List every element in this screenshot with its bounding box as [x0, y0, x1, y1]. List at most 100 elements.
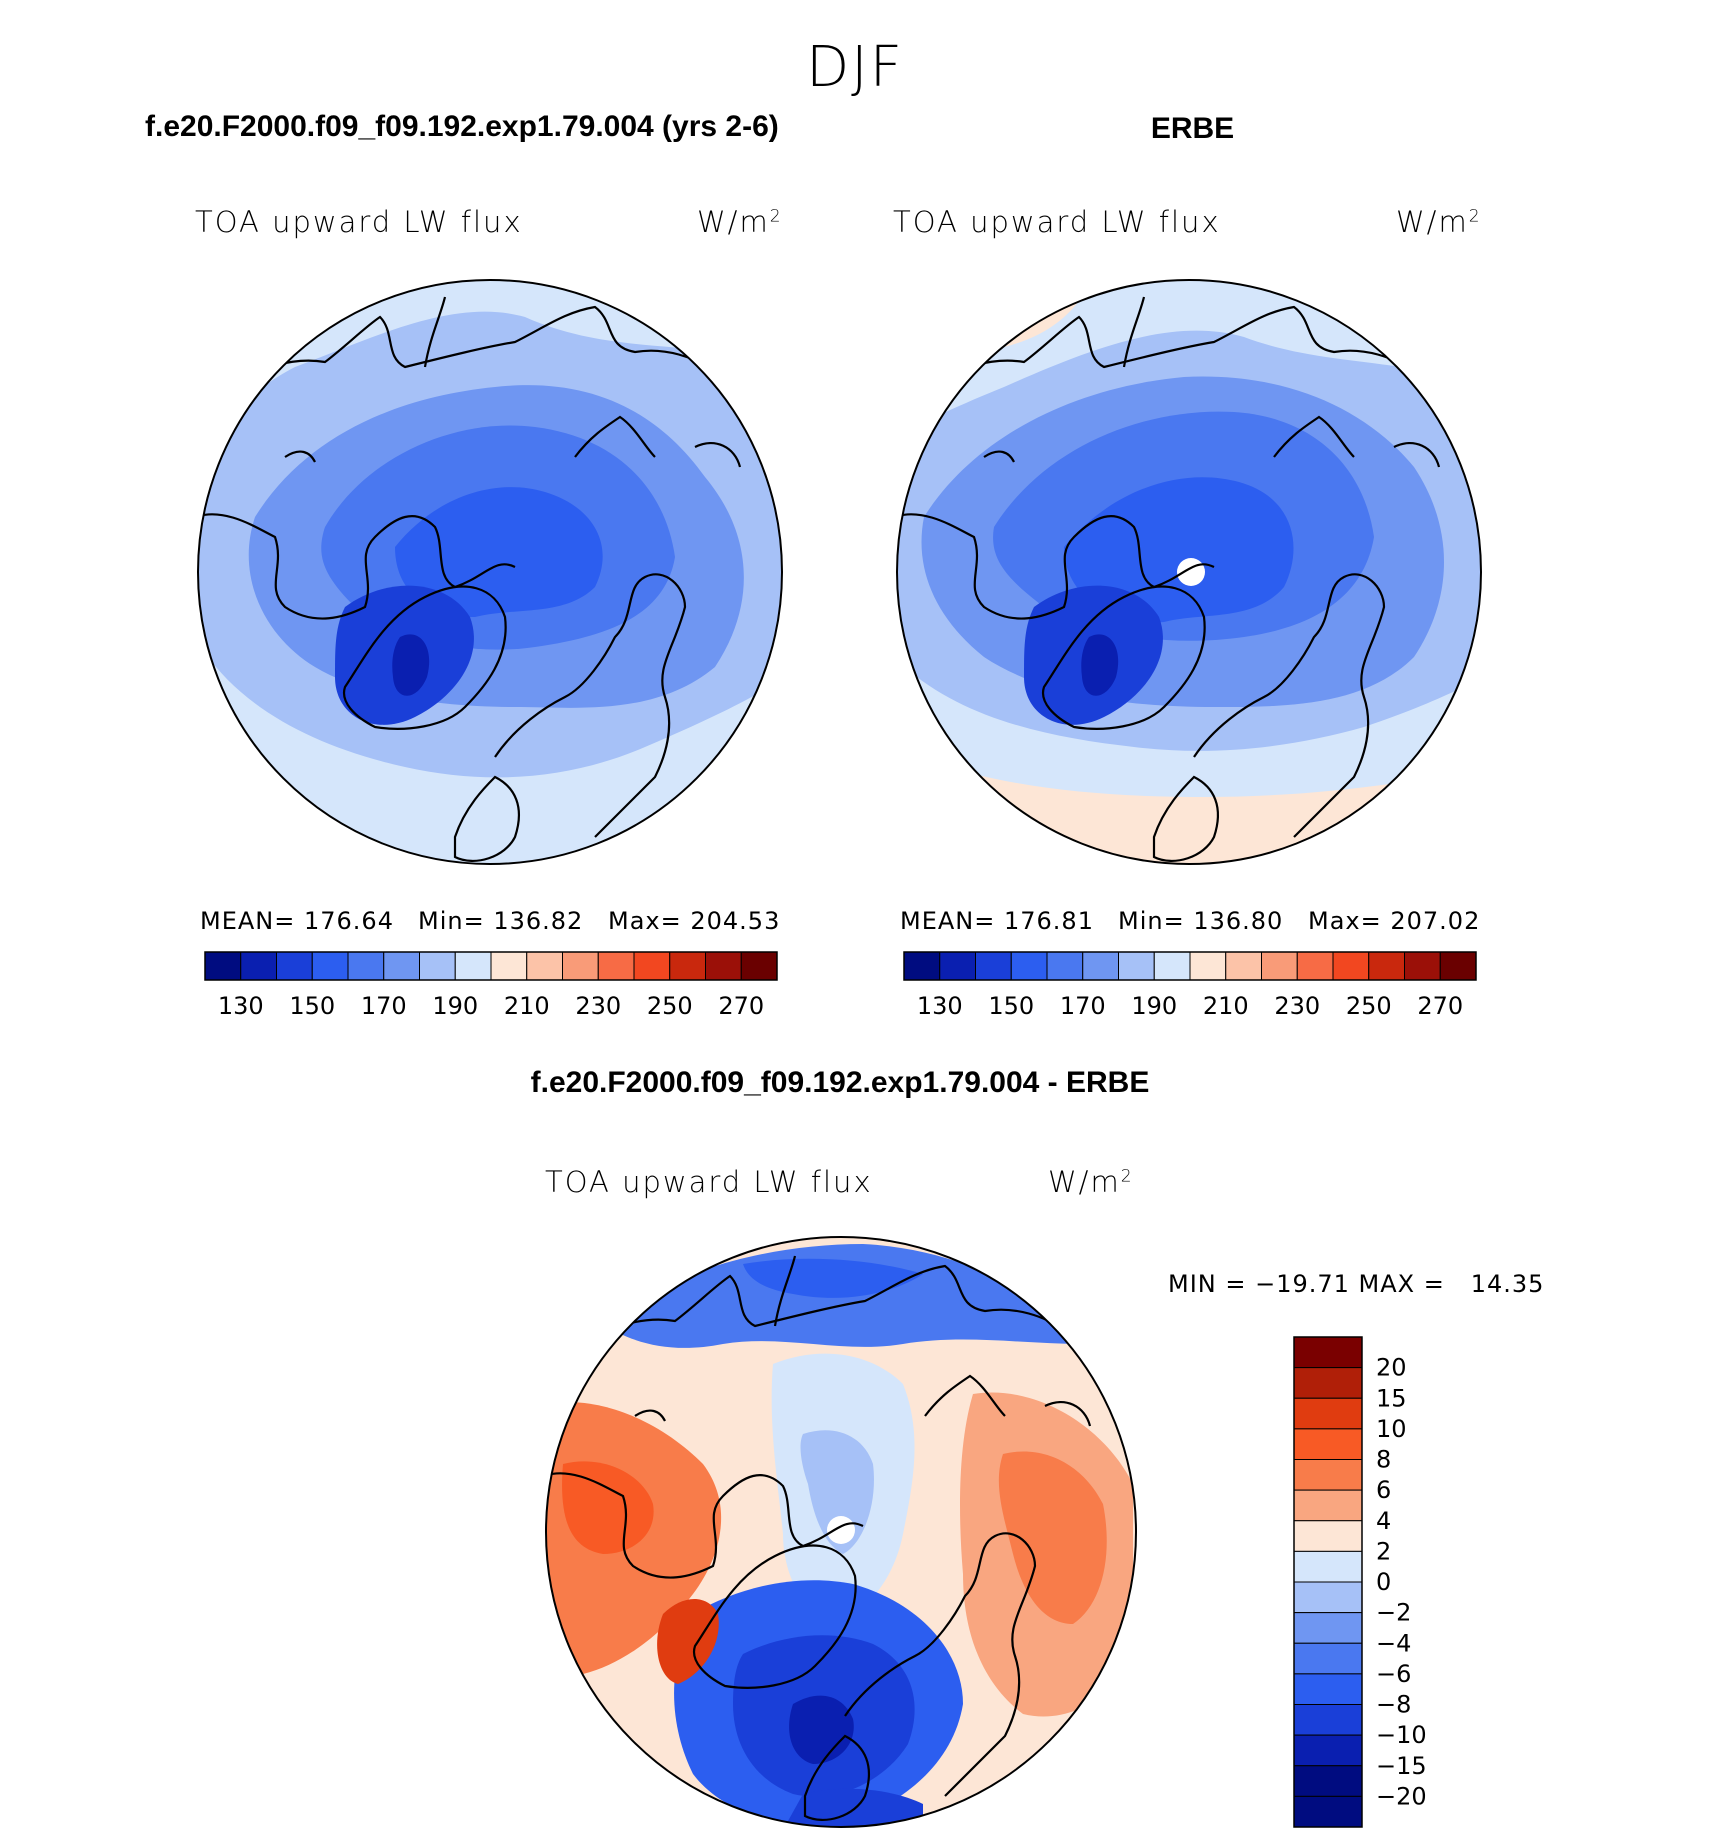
diff-colorbar-box — [1293, 1520, 1363, 1552]
diff-colorbar-box — [1293, 1581, 1363, 1614]
obs-colorbar-box — [1225, 951, 1262, 981]
obs-colorbar-frame — [903, 951, 1477, 981]
model-map-border — [197, 279, 783, 865]
obs-map-border — [896, 279, 1482, 865]
diff-colorbar-box — [1293, 1795, 1363, 1828]
obs-colorbar-tick-label: 190 — [1131, 992, 1177, 1020]
obs-colorbar-box — [1046, 951, 1084, 981]
diff-colorbar-box — [1293, 1428, 1363, 1460]
diff-colorbar-box — [1293, 1550, 1363, 1583]
diff-colorbar-tick-label: 6 — [1376, 1476, 1391, 1504]
diff-colorbar-box — [1293, 1734, 1363, 1767]
obs-colorbar-box — [1404, 951, 1441, 981]
model-colorbar-box — [562, 951, 599, 981]
obs-pole-missing — [1177, 558, 1205, 586]
diff-map-border — [545, 1236, 1137, 1828]
model-case-title: f.e20.F2000.f09_f09.192.exp1.79.004 (yrs… — [145, 110, 779, 143]
obs-field-160 — [1064, 477, 1294, 623]
diff-colorbar-tick-label: 20 — [1376, 1354, 1407, 1382]
obs-field-140 — [1081, 634, 1119, 696]
obs-colorbar-box — [975, 951, 1012, 981]
diff-colorbar-tick-label: 15 — [1376, 1384, 1407, 1412]
model-coastlines — [198, 296, 742, 862]
model-colorbar-box — [669, 951, 706, 981]
model-units-label: W/m2 — [697, 205, 783, 239]
model-polar-map — [197, 279, 783, 865]
model-colorbar-tick-label: 210 — [504, 992, 550, 1020]
obs-polar-map — [896, 279, 1482, 865]
obs-colorbar-box — [1118, 951, 1155, 981]
diff-colorbar-tick-label: −8 — [1376, 1691, 1411, 1719]
model-colorbar-box — [490, 951, 528, 981]
diff-colorbar-tick-label: 10 — [1376, 1415, 1407, 1443]
obs-colorbar-box — [1153, 951, 1191, 981]
obs-max: Max= 207.02 — [1308, 907, 1481, 935]
model-colorbar-tick-label: 130 — [218, 992, 264, 1020]
diff-polar-map — [545, 1236, 1137, 1828]
model-colorbar-box — [597, 951, 635, 981]
diff-colorbar-box — [1293, 1642, 1363, 1675]
diff-colorbar-tick-label: −6 — [1376, 1660, 1411, 1688]
obs-coastlines — [897, 296, 1441, 862]
model-colorbar-box — [311, 951, 349, 981]
model-colorbar-box — [347, 951, 385, 981]
diff-colorbar-tick-label: 2 — [1376, 1537, 1391, 1565]
obs-variable-label: TOA upward LW flux — [893, 205, 1221, 239]
obs-colorbar-box — [1189, 951, 1227, 981]
diff-coastlines — [546, 1255, 1092, 1821]
model-colorbar: 130 150 170 190 210 230 250 270 — [204, 951, 778, 1020]
diff-colorbar-box — [1293, 1459, 1363, 1491]
model-min: Min= 136.82 — [418, 907, 584, 935]
obs-colorbar-tick-label: 230 — [1274, 992, 1320, 1020]
model-colorbar-tick-label: 270 — [718, 992, 764, 1020]
diff-minmax: MIN = −19.71 MAX = 14.35 — [1168, 1270, 1545, 1298]
model-max: Max= 204.53 — [608, 907, 781, 935]
model-colorbar-frame — [204, 951, 778, 981]
model-colorbar-box — [454, 951, 492, 981]
obs-colorbar-box — [1261, 951, 1298, 981]
model-variable-label: TOA upward LW flux — [195, 205, 523, 239]
diff-case-title: f.e20.F2000.f09_f09.192.exp1.79.004 - ER… — [530, 1066, 1150, 1099]
diff-colorbar-box — [1293, 1612, 1363, 1644]
diff-variable-label: TOA upward LW flux — [545, 1165, 873, 1199]
model-colorbar-tick-label: 170 — [361, 992, 407, 1020]
obs-colorbar-box — [1296, 951, 1334, 981]
model-mean: MEAN= 176.64 — [200, 907, 394, 935]
diff-colorbar-tick-label: −4 — [1376, 1629, 1411, 1657]
diff-colorbar-tick-label: −10 — [1376, 1721, 1427, 1749]
diff-units-label: W/m2 — [1048, 1165, 1134, 1199]
model-colorbar-box — [383, 951, 420, 981]
diff-colorbar-tick-label: −2 — [1376, 1599, 1411, 1627]
model-colorbar-tick-label: 250 — [647, 992, 693, 1020]
diff-colorbar-box — [1293, 1673, 1363, 1705]
diff-field-neg8-north — [743, 1258, 923, 1298]
model-colorbar-tick-label: 150 — [289, 992, 335, 1020]
model-colorbar-tick-label: 230 — [575, 992, 621, 1020]
model-colorbar-box — [276, 951, 313, 981]
model-colorbar-box — [526, 951, 563, 981]
diff-field-10 — [657, 1599, 719, 1684]
page-title: DJF — [806, 35, 904, 100]
obs-colorbar-box — [939, 951, 976, 981]
diff-field-neg15-south — [789, 1695, 854, 1764]
obs-colorbar-tick-label: 150 — [988, 992, 1034, 1020]
obs-colorbar-tick-label: 270 — [1417, 992, 1463, 1020]
diff-pole-missing — [827, 1516, 855, 1544]
diff-colorbar-tick-label: 8 — [1376, 1446, 1391, 1474]
model-colorbar-box — [740, 951, 778, 981]
obs-colorbar-tick-label: 250 — [1346, 992, 1392, 1020]
model-colorbar-tick-label: 190 — [432, 992, 478, 1020]
obs-colorbar-box — [1368, 951, 1405, 981]
diff-colorbar-box — [1293, 1489, 1363, 1522]
obs-min: Min= 136.80 — [1118, 907, 1284, 935]
obs-colorbar-box — [1439, 951, 1477, 981]
diff-colorbar-box — [1293, 1336, 1363, 1369]
model-colorbar-box — [240, 951, 277, 981]
obs-case-title: ERBE — [1150, 112, 1235, 145]
diff-colorbar-tick-label: −20 — [1376, 1782, 1427, 1810]
obs-colorbar-box — [903, 951, 941, 981]
model-field-160 — [395, 487, 603, 617]
diff-field-6-east — [998, 1451, 1107, 1624]
obs-colorbar-tick-label: 130 — [917, 992, 963, 1020]
